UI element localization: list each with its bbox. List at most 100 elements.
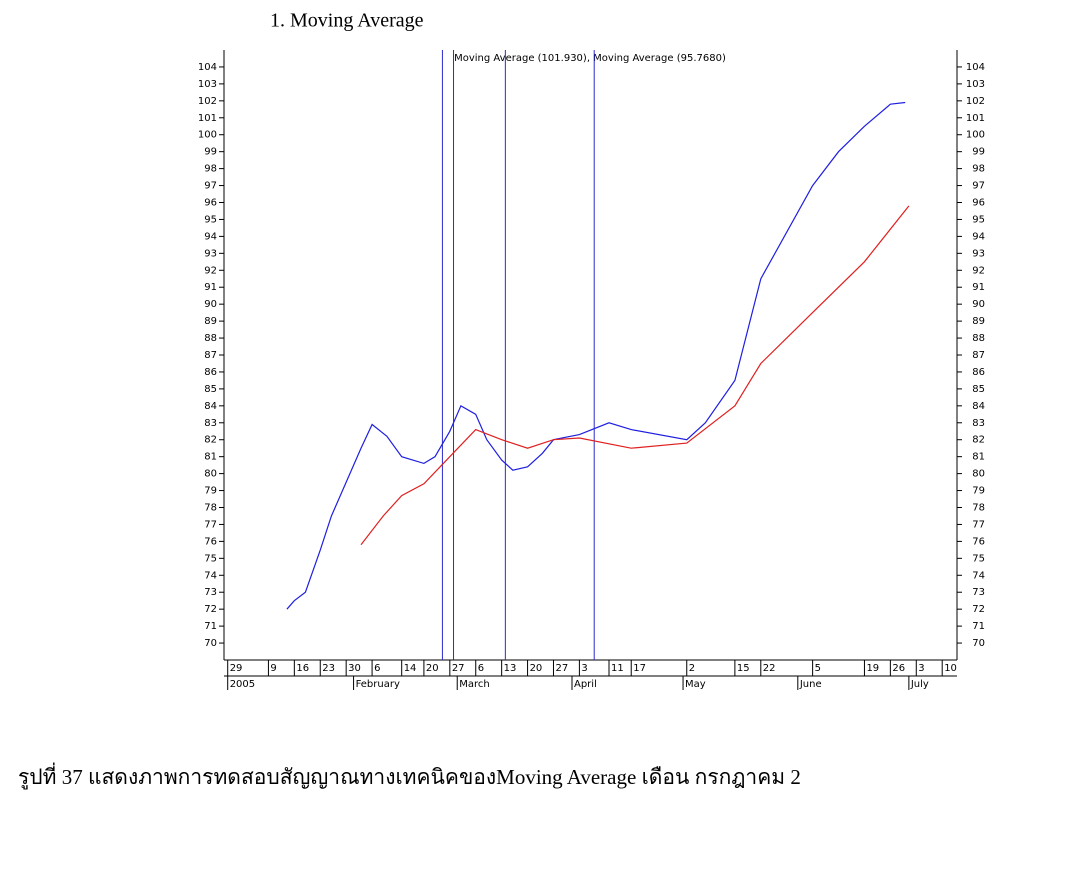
y2-tick-label: 72 — [972, 604, 985, 615]
y2-tick-label: 97 — [972, 181, 985, 192]
y-tick-label: 101 — [198, 113, 217, 124]
heading: 1. Moving Average — [270, 10, 424, 32]
series-line — [286, 101, 906, 610]
y-tick-label: 83 — [204, 418, 217, 429]
annotation: Moving Average (101.930), Moving Average… — [454, 53, 726, 64]
y-tick-label: 71 — [204, 621, 217, 632]
y-tick-label: 75 — [204, 553, 217, 564]
y-tick-label: 86 — [204, 367, 217, 378]
y-tick-label: 78 — [204, 503, 217, 514]
x-tick-label: 22 — [763, 663, 776, 674]
y-tick-label: 98 — [204, 164, 217, 175]
y-tick-label: 81 — [204, 452, 217, 463]
x-tick-label: 23 — [322, 663, 335, 674]
x-tick-label: 20 — [530, 663, 543, 674]
y2-tick-label: 98 — [972, 164, 985, 175]
y-tick-label: 85 — [204, 384, 217, 395]
x-tick-label: 26 — [892, 663, 905, 674]
x-tick-label: 3 — [918, 663, 924, 674]
y2-tick-label: 73 — [972, 587, 985, 598]
y-tick-label: 74 — [204, 570, 217, 581]
x-tick-label: 6 — [478, 663, 484, 674]
y-tick-label: 100 — [198, 130, 217, 141]
y2-tick-label: 80 — [972, 469, 985, 480]
y-tick-label: 104 — [198, 62, 217, 73]
y2-tick-label: 87 — [972, 350, 985, 361]
y-tick-label: 70 — [204, 638, 217, 649]
y2-tick-label: 76 — [972, 536, 985, 547]
y-tick-label: 82 — [204, 435, 217, 446]
y2-tick-label: 74 — [972, 570, 985, 581]
y-tick-label: 80 — [204, 469, 217, 480]
y-tick-label: 92 — [204, 265, 217, 276]
period-label: March — [459, 679, 489, 690]
x-tick-label: 30 — [348, 663, 361, 674]
y2-tick-label: 81 — [972, 452, 985, 463]
x-tick-label: 17 — [633, 663, 646, 674]
x-tick-label: 11 — [611, 663, 624, 674]
y-tick-label: 77 — [204, 519, 217, 530]
series-line — [360, 205, 910, 546]
y-tick-label: 95 — [204, 214, 217, 225]
x-tick-label: 27 — [452, 663, 465, 674]
y-tick-label: 73 — [204, 587, 217, 598]
y2-tick-label: 79 — [972, 486, 985, 497]
y2-tick-label: 85 — [972, 384, 985, 395]
y-tick-label: 88 — [204, 333, 217, 344]
y2-tick-label: 95 — [972, 214, 985, 225]
x-tick-label: 14 — [404, 663, 417, 674]
y2-tick-label: 92 — [972, 265, 985, 276]
y-tick-label: 89 — [204, 316, 217, 327]
y2-tick-label: 100 — [966, 130, 985, 141]
x-tick-label: 3 — [581, 663, 587, 674]
y-tick-label: 87 — [204, 350, 217, 361]
x-tick-label: 20 — [426, 663, 439, 674]
x-tick-label: 6 — [374, 663, 380, 674]
y-tick-label: 103 — [198, 79, 217, 90]
period-label: February — [356, 679, 400, 690]
y-tick-label: 96 — [204, 198, 217, 209]
x-tick-label: 2 — [689, 663, 695, 674]
y2-tick-label: 75 — [972, 553, 985, 564]
period-label: April — [574, 679, 597, 690]
x-tick-label: 10 — [944, 663, 957, 674]
x-tick-label: 5 — [815, 663, 821, 674]
y-tick-label: 72 — [204, 604, 217, 615]
y2-tick-label: 70 — [972, 638, 985, 649]
y2-tick-label: 104 — [966, 62, 985, 73]
x-tick-label: 29 — [230, 663, 243, 674]
period-label: July — [910, 679, 929, 690]
y2-tick-label: 83 — [972, 418, 985, 429]
y-tick-label: 102 — [198, 96, 217, 107]
y2-tick-label: 99 — [972, 147, 985, 158]
y2-tick-label: 86 — [972, 367, 985, 378]
y2-tick-label: 103 — [966, 79, 985, 90]
y-tick-label: 91 — [204, 282, 217, 293]
y-tick-label: 97 — [204, 181, 217, 192]
y2-tick-label: 90 — [972, 299, 985, 310]
y2-tick-label: 101 — [966, 113, 985, 124]
x-tick-label: 9 — [270, 663, 276, 674]
x-tick-label: 15 — [737, 663, 750, 674]
y-tick-label: 99 — [204, 147, 217, 158]
y-tick-label: 94 — [204, 231, 217, 242]
y2-tick-label: 94 — [972, 231, 985, 242]
period-label: 2005 — [230, 679, 255, 690]
period-label: June — [799, 679, 822, 690]
y2-tick-label: 96 — [972, 198, 985, 209]
y2-tick-label: 102 — [966, 96, 985, 107]
y2-tick-label: 93 — [972, 248, 985, 259]
caption: รูปที่ 37 แสดงภาพการทดสอบสัญญาณทางเทคนิค… — [18, 762, 801, 790]
y-tick-label: 79 — [204, 486, 217, 497]
y2-tick-label: 89 — [972, 316, 985, 327]
x-tick-label: 27 — [555, 663, 568, 674]
y-tick-label: 84 — [204, 401, 217, 412]
y2-tick-label: 82 — [972, 435, 985, 446]
y-tick-label: 90 — [204, 299, 217, 310]
y2-tick-label: 91 — [972, 282, 985, 293]
y2-tick-label: 78 — [972, 503, 985, 514]
x-tick-label: 19 — [866, 663, 879, 674]
y2-tick-label: 84 — [972, 401, 985, 412]
